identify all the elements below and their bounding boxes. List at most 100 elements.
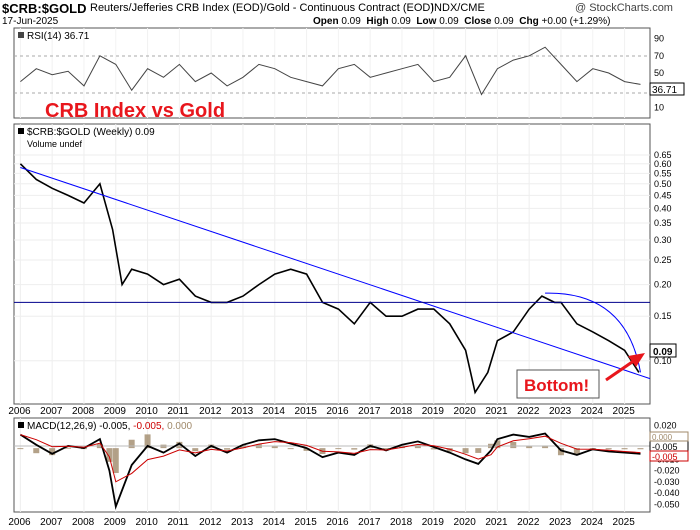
macd-legend-hist: 0.000	[167, 421, 192, 432]
macd-hist-bar	[271, 445, 278, 449]
macd-hist-bar	[542, 445, 549, 449]
price-tick-label: 0.20	[654, 280, 672, 290]
price-x-tick-label: 2012	[199, 406, 222, 417]
price-panel-frame	[13, 123, 651, 405]
rsi-tick-label: 90	[654, 34, 664, 44]
macd-hist-bar	[526, 446, 533, 449]
macd-hist-bar	[475, 448, 482, 453]
macd-x-tick-label: 2011	[167, 517, 189, 528]
price-tick-label: 0.65	[654, 150, 672, 160]
watermark: @ StockCharts.com	[575, 2, 673, 14]
rsi-tick-label: 50	[654, 68, 664, 78]
macd-hist-bar	[462, 448, 469, 454]
price-x-tick-label: 2025	[613, 406, 636, 417]
macd-x-tick-label: 2019	[422, 517, 445, 528]
price-x-tick-label: 2006	[8, 406, 31, 417]
macd-hist-bar	[383, 448, 390, 450]
svg-text:-0.005: -0.005	[652, 452, 678, 462]
macd-grid	[19, 418, 626, 512]
macd-x-tick-label: 2009	[104, 517, 127, 528]
macd-hist-bar	[430, 448, 437, 450]
macd-x-tick-label: 2024	[581, 517, 604, 528]
macd-x-tick-label: 2008	[72, 517, 95, 528]
rsi-panel-frame	[13, 27, 651, 119]
price-tick-label: 0.50	[654, 179, 672, 189]
rsi-tick-label: 70	[654, 51, 664, 61]
bottom-arrow-head	[628, 353, 645, 367]
macd-value-tags: -0.005 -0.005 0.000	[649, 431, 689, 462]
macd-hist-bar	[33, 448, 40, 454]
price-line	[19, 163, 640, 395]
open-label: Open	[313, 16, 339, 27]
macd-hist-bar	[398, 445, 405, 449]
macd-x-tick-label: 2015	[295, 517, 318, 528]
trendline	[20, 167, 651, 380]
price-x-tick-label: 2014	[263, 406, 286, 417]
price-x-tick-label: 2018	[390, 406, 413, 417]
price-tick-label: 0.35	[654, 218, 672, 228]
low-label: Low	[416, 16, 437, 27]
macd-hist-bar	[351, 448, 358, 450]
price-x-tick-label: 2019	[422, 406, 445, 417]
price-x-axis: 2006 2007 2008 2009 2010 2011 2012 2013 2014 2015…	[8, 406, 635, 417]
price-value-tag: 0.09	[649, 343, 677, 358]
price-legend-swatch	[18, 128, 24, 134]
macd-x-axis: 2006 2007 2008 2009 2010 2011 2012 2013 2014 2015…	[8, 517, 635, 528]
price-x-tick-label: 2008	[72, 406, 95, 417]
macd-legend-macd: -0.005,	[99, 421, 130, 432]
macd-hist-bar	[176, 441, 183, 449]
svg-text:36.71: 36.71	[652, 85, 677, 96]
price-x-tick-label: 2024	[581, 406, 604, 417]
macd-legend-signal: -0.005,	[133, 421, 164, 432]
bottom-annotation: Bottom!	[524, 376, 589, 395]
price-x-tick-label: 2015	[295, 406, 318, 417]
macd-hist-bar	[287, 448, 294, 450]
price-tick-label: 0.10	[654, 356, 672, 366]
volume-legend: Volume undef	[27, 139, 83, 149]
macd-hist-bar	[573, 448, 580, 454]
symbol-title: $CRB:$GOLD	[2, 1, 87, 16]
price-x-tick-label: 2023	[549, 406, 572, 417]
price-x-tick-label: 2009	[104, 406, 127, 417]
price-x-tick-label: 2020	[454, 406, 477, 417]
svg-text:0.09: 0.09	[653, 347, 673, 358]
quote-line: Open 0.09 High 0.09 Low 0.09 Close 0.09 …	[313, 17, 610, 27]
price-axis: 0.650.600.550.500.45 0.40 0.35 0.30 0.25 0.20…	[654, 150, 672, 366]
macd-x-tick-label: 2013	[231, 517, 254, 528]
price-tick-label: 0.30	[654, 235, 672, 245]
macd-hist-bar	[446, 448, 453, 452]
price-tick-label: 0.60	[654, 159, 672, 169]
close-label: Close	[464, 16, 492, 27]
price-x-tick-label: 2010	[136, 406, 159, 417]
macd-hist-bar	[303, 448, 310, 451]
chart-header: $CRB:$GOLD Reuters/Jefferies CRB Index (…	[0, 0, 700, 28]
macd-hist-bar	[239, 444, 246, 449]
price-x-tick-label: 2017	[358, 406, 381, 417]
rsi-line	[20, 46, 641, 96]
signal-line	[20, 434, 641, 483]
macd-hist-bar	[414, 445, 421, 449]
close-value: 0.09	[494, 16, 514, 27]
macd-x-tick-label: 2010	[136, 517, 159, 528]
price-tick-label: 0.45	[654, 190, 672, 200]
price-x-tick-label: 2007	[40, 406, 63, 417]
rsi-value-tag: 36.71	[649, 82, 685, 96]
macd-hist-bar	[557, 448, 564, 456]
price-x-tick-label: 2011	[167, 406, 189, 417]
macd-legend-prefix: MACD(12,26,9)	[27, 421, 96, 432]
macd-x-tick-label: 2017	[358, 517, 381, 528]
macd-hist-bar	[335, 448, 342, 450]
svg-text:0.000: 0.000	[652, 433, 673, 442]
macd-line	[19, 432, 641, 510]
rsi-axis: 9070503010	[654, 34, 664, 113]
macd-x-tick-label: 2014	[263, 517, 286, 528]
macd-hist-bar	[605, 448, 612, 450]
macd-panel-frame	[13, 417, 651, 513]
macd-x-tick-label: 2018	[390, 517, 413, 528]
price-legend: $CRB:$GOLD (Weekly) 0.09	[27, 127, 155, 138]
macd-hist-bar	[106, 448, 113, 462]
macd-x-tick-label: 2022	[517, 517, 540, 528]
chg-value: +0.00 (+1.29%)	[541, 16, 611, 27]
macd-tick-label: -0.050	[654, 499, 680, 509]
